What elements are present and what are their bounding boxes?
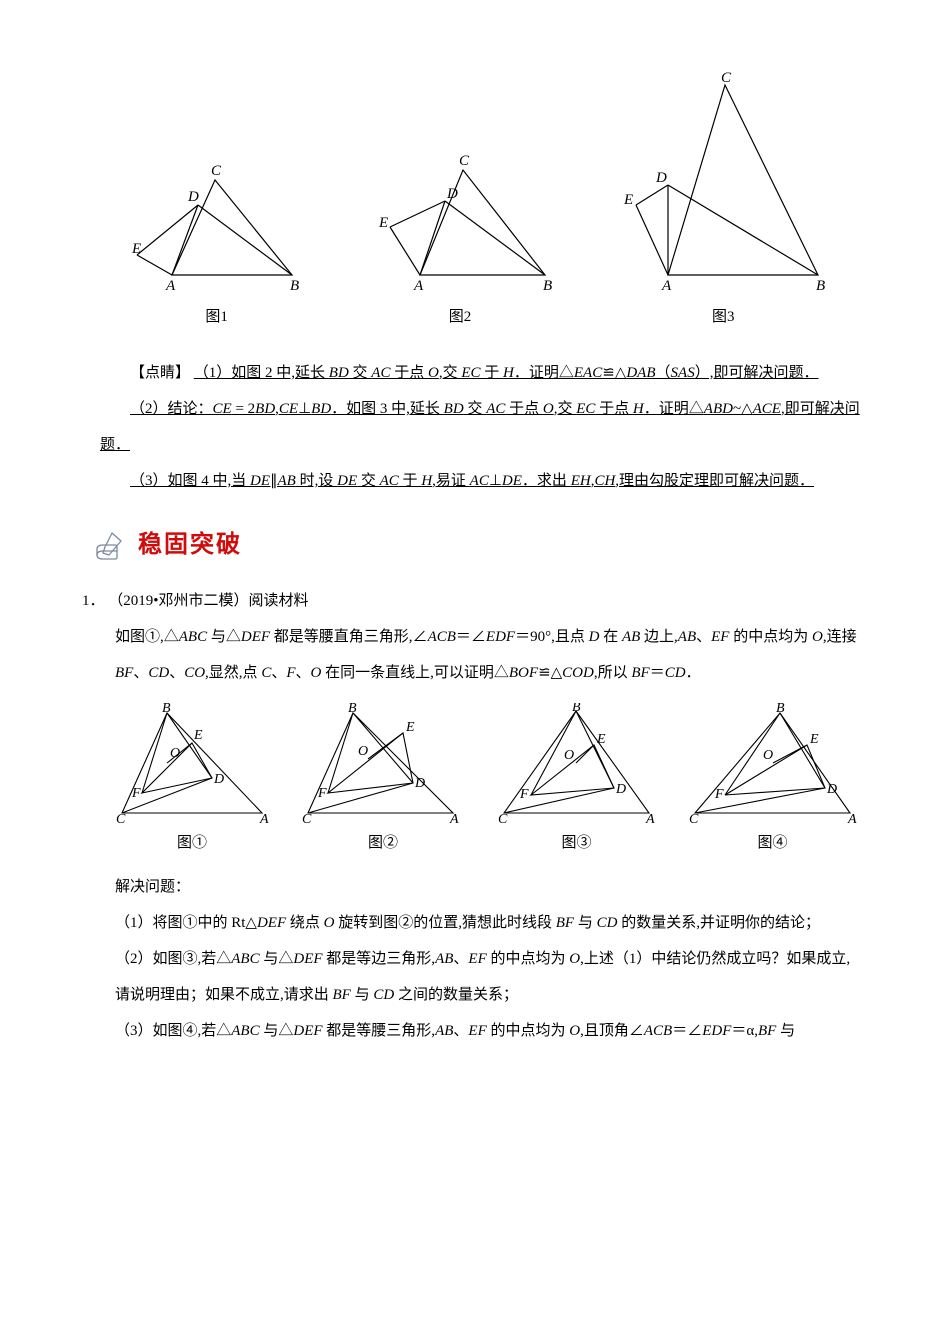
book-pencil-icon (90, 528, 126, 564)
svg-text:E: E (596, 732, 606, 747)
svg-text:D: D (414, 776, 425, 791)
q1-fig-1: B C A D E F O 图① (112, 703, 272, 861)
svg-text:O: O (564, 748, 574, 763)
svg-text:B: B (348, 703, 357, 716)
svg-text:A: A (661, 278, 672, 294)
svg-text:E: E (378, 215, 388, 231)
svg-text:C: C (116, 812, 126, 823)
svg-text:B: B (776, 703, 785, 716)
svg-text:F: F (714, 787, 724, 802)
q1-intro: 如图①,△ABC 与△DEF 都是等腰直角三角形,∠ACB＝∠EDF＝90°,且… (82, 619, 860, 691)
dianqing-p3: （3）如图 4 中,当 DE∥AB 时,设 DE 交 AC 于 H,易证 AC⊥… (100, 463, 860, 499)
svg-text:F: F (317, 786, 327, 801)
svg-text:D: D (187, 189, 199, 205)
q1-sub1: （1）将图①中的 Rt△DEF 绕点 O 旋转到图②的位置,猜想此时线段 BF … (82, 905, 860, 941)
q1-figures: B C A D E F O 图① B C (112, 703, 860, 861)
svg-text:E: E (131, 241, 141, 257)
svg-text:B: B (162, 703, 171, 716)
q1-fig-3: B C A D E F O 图③ (494, 703, 659, 861)
figure-2: E A B C D 图2 (355, 135, 565, 335)
figure-3: E A B C D 图3 (608, 70, 838, 335)
svg-text:B: B (816, 278, 825, 294)
svg-text:E: E (809, 732, 819, 747)
svg-text:F: F (131, 786, 141, 801)
svg-text:O: O (358, 744, 368, 759)
figure-3-caption: 图3 (608, 299, 838, 335)
svg-text:D: D (615, 782, 626, 797)
q1-sub2: （2）如图③,若△ABC 与△DEF 都是等边三角形,AB、EF 的中点均为 O… (82, 941, 860, 1013)
dianqing-p2: （2）结论：CE = 2BD,CE⊥BD．如图 3 中,延长 BD 交 AC 于… (100, 391, 860, 463)
svg-text:A: A (413, 278, 424, 294)
svg-text:C: C (721, 70, 732, 86)
figure-1-caption: 图1 (122, 299, 312, 335)
q1-fig1-cap: 图① (112, 825, 272, 861)
section-header: 稳固突破 (90, 517, 860, 575)
q1-fig-4: B C A D E F O 图④ (685, 703, 860, 861)
q1-source: （2019•邓州市二模）阅读材料 (108, 593, 308, 609)
svg-text:C: C (302, 812, 312, 823)
svg-text:A: A (449, 812, 459, 823)
figure-1: E A B C D 图1 (122, 145, 312, 335)
figure-2-caption: 图2 (355, 299, 565, 335)
svg-text:F: F (519, 787, 529, 802)
question-1: 1． （2019•邓州市二模）阅读材料 如图①,△ABC 与△DEF 都是等腰直… (82, 583, 860, 1049)
svg-text:O: O (170, 746, 180, 761)
svg-text:A: A (645, 812, 655, 823)
q1-fig-2: B C A D E F O 图② (298, 703, 468, 861)
svg-text:A: A (847, 812, 857, 823)
svg-text:A: A (259, 812, 269, 823)
q1-sub3: （3）如图④,若△ABC 与△DEF 都是等腰三角形,AB、EF 的中点均为 O… (82, 1013, 860, 1049)
svg-text:B: B (543, 278, 552, 294)
figure-row-top: E A B C D 图1 E A (100, 70, 860, 335)
q1-fig3-cap: 图③ (494, 825, 659, 861)
svg-text:A: A (165, 278, 176, 294)
svg-text:E: E (405, 720, 415, 735)
svg-text:B: B (572, 703, 581, 715)
svg-text:D: D (213, 772, 224, 787)
dianqing-p1: 【点睛】 （1）如图 2 中,延长 BD 交 AC 于点 O,交 EC 于 H．… (100, 355, 860, 391)
svg-text:D: D (655, 170, 667, 186)
svg-text:E: E (623, 192, 633, 208)
dianqing-lead: 【点睛】 (130, 365, 190, 381)
svg-text:C: C (498, 812, 508, 823)
svg-text:E: E (193, 728, 203, 743)
section-title: 稳固突破 (138, 517, 242, 575)
solve-header: 解决问题： (82, 869, 860, 905)
svg-text:C: C (689, 812, 699, 823)
q1-fig4-cap: 图④ (685, 825, 860, 861)
svg-text:D: D (826, 782, 837, 797)
svg-text:O: O (763, 748, 773, 763)
svg-text:B: B (290, 278, 299, 294)
svg-text:D: D (446, 186, 458, 202)
svg-text:C: C (459, 153, 470, 169)
svg-text:C: C (211, 163, 222, 179)
q1-fig2-cap: 图② (298, 825, 468, 861)
page: E A B C D 图1 E A (0, 0, 950, 1089)
q1-number: 1． (82, 593, 105, 609)
